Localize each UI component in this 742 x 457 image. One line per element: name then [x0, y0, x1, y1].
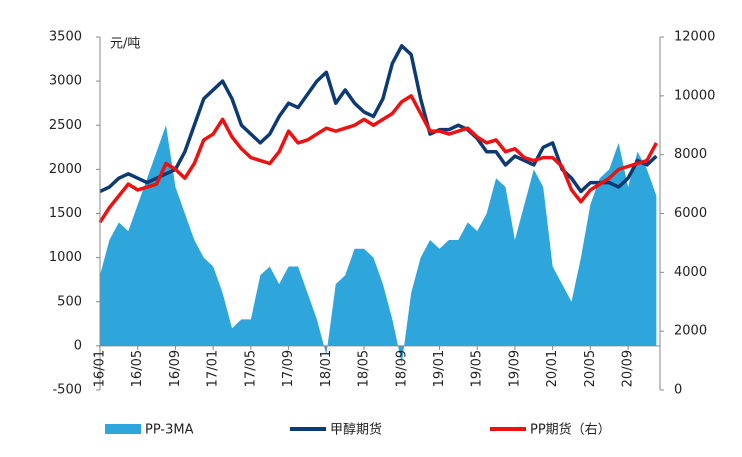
y2-tick-label: 0: [674, 383, 682, 398]
y-tick-label: 0: [74, 338, 82, 353]
x-tick-label: 16/05: [130, 350, 145, 387]
y2-tick-label: 10000: [674, 88, 715, 103]
y-tick-label: -500: [52, 383, 82, 398]
x-tick-label: 19/09: [507, 350, 522, 387]
y2-tick-label: 8000: [674, 147, 707, 162]
x-tick-label: 19/05: [470, 350, 485, 387]
y-tick-label: 2000: [49, 162, 82, 177]
y2-tick-label: 2000: [674, 324, 707, 339]
y-tick-label: 3500: [49, 30, 82, 45]
y2-tick-label: 4000: [674, 265, 707, 280]
x-tick-label: 16/01: [93, 350, 108, 387]
area: [100, 125, 657, 364]
x-tick-label: 16/09: [168, 350, 183, 387]
x-tick-label: 17/05: [243, 350, 258, 387]
y2-tick-label: 6000: [674, 206, 707, 221]
x-tick-label: 20/09: [621, 350, 636, 387]
y-tick-label: 1000: [49, 250, 82, 265]
x-tick-label: 18/05: [357, 350, 372, 387]
x-tick-label: 20/05: [583, 350, 598, 387]
y-tick-label: 3000: [49, 74, 82, 89]
y2-tick-label: 12000: [674, 30, 715, 45]
y-tick-label: 1500: [49, 206, 82, 221]
x-tick-label: 19/01: [432, 350, 447, 387]
legend-label: 甲醇期货: [330, 422, 382, 438]
line: [99, 44, 658, 194]
x-tick-label: 18/09: [394, 350, 409, 387]
x-tick-label: 17/09: [281, 350, 296, 387]
y-tick-label: 2500: [49, 118, 82, 133]
y-tick-label: 500: [57, 294, 82, 309]
legend-label: PP期货（右）: [530, 422, 611, 438]
x-tick-label: 18/01: [319, 350, 334, 387]
unit-label: 元/吨: [110, 37, 140, 52]
x-tick-label: 17/01: [206, 350, 221, 387]
legend-label: PP-3MA: [145, 423, 194, 438]
legend-swatch: [105, 424, 141, 434]
x-tick-label: 20/01: [545, 350, 560, 387]
line: [98, 94, 658, 224]
